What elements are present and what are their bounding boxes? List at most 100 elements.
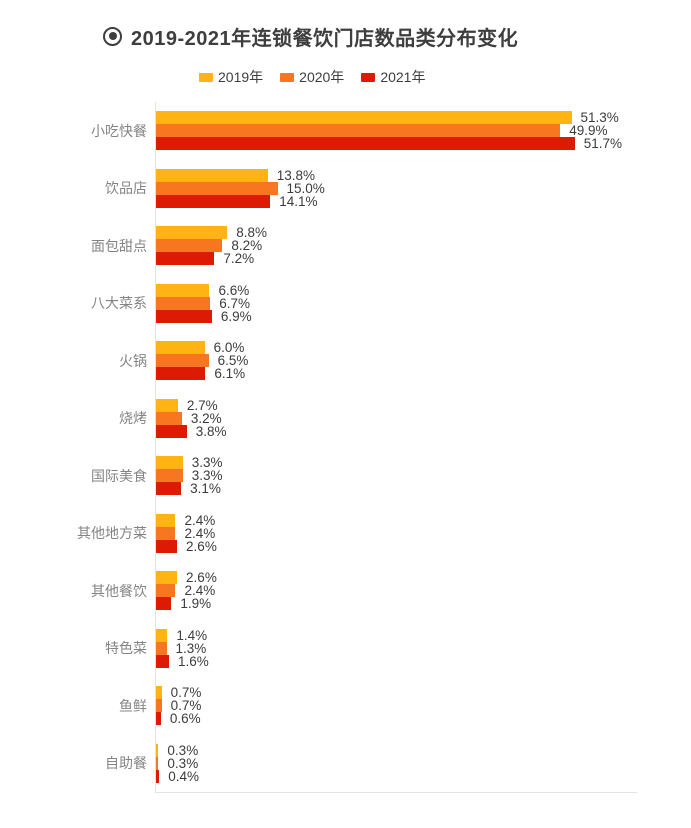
bar-line: 2.6% xyxy=(156,540,637,553)
bar-line: 51.7% xyxy=(156,136,637,152)
category-label: 小吃快餐 xyxy=(91,122,147,139)
bar-2019年 xyxy=(156,743,159,757)
bar-2020年 xyxy=(156,641,167,655)
value-label: 6.6% xyxy=(218,282,250,298)
bar-2021年 xyxy=(156,309,212,323)
legend-item-2020年: 2020年 xyxy=(280,67,344,87)
bar-line: 0.3% xyxy=(156,757,637,770)
category-label: 火锅 xyxy=(119,352,147,369)
value-label: 8.2% xyxy=(231,238,263,254)
value-label: 0.3% xyxy=(167,755,199,771)
value-label: 49.9% xyxy=(569,123,608,139)
value-label: 51.3% xyxy=(580,110,619,126)
value-label: 3.8% xyxy=(195,423,227,439)
bar-2020年 xyxy=(156,526,176,540)
category-label: 其他餐饮 xyxy=(91,582,147,599)
bar-group: 自助餐 0.3% 0.3% 0.4% xyxy=(105,735,637,793)
bar-2021年 xyxy=(156,137,575,151)
value-label: 1.9% xyxy=(180,596,212,612)
value-label: 7.2% xyxy=(223,251,255,267)
bar-group: 其他餐饮 2.6% 2.4% 1.9% xyxy=(91,562,637,620)
bar-2020年 xyxy=(156,699,162,713)
bar-line: 8.2% xyxy=(156,238,637,254)
bar-2019年 xyxy=(156,456,183,470)
chart-legend: 2019年 2020年 2021年 xyxy=(199,68,691,86)
bar-line: 1.4% xyxy=(156,629,637,642)
value-label: 6.7% xyxy=(219,295,251,311)
bar-line: 2.6% xyxy=(156,570,637,586)
bar-2021年 xyxy=(156,482,182,496)
bar-2019年 xyxy=(156,686,162,700)
value-label: 8.8% xyxy=(236,225,268,241)
bar-line: 0.7% xyxy=(156,686,637,700)
value-label: 2.6% xyxy=(186,570,217,586)
value-label: 2.7% xyxy=(186,397,218,413)
bar-line: 1.9% xyxy=(156,596,637,612)
value-label: 0.7% xyxy=(170,698,202,714)
value-label: 15.0% xyxy=(286,180,325,196)
legend-label: 2019年 xyxy=(218,69,264,85)
value-label: 6.5% xyxy=(217,353,249,369)
bar-2021年 xyxy=(156,194,271,208)
bullseye-icon xyxy=(103,26,122,46)
bar-2021年 xyxy=(156,424,187,438)
bar-line: 8.8% xyxy=(156,225,637,241)
category-label: 特色菜 xyxy=(105,640,147,657)
bar-line: 49.9% xyxy=(156,123,637,139)
value-label: 13.8% xyxy=(276,167,316,183)
value-label: 1.3% xyxy=(175,640,207,656)
bar-group: 小吃快餐 51.3% 49.9% 51.7% xyxy=(91,102,637,160)
bar-line: 3.1% xyxy=(156,482,637,496)
bar-2020年 xyxy=(156,411,182,425)
bar-2021年 xyxy=(156,712,161,726)
value-label: 6.0% xyxy=(213,340,245,356)
bar-line: 3.3% xyxy=(156,456,637,470)
bar-group: 国际美食 3.3% 3.3% 3.1% xyxy=(91,447,637,505)
legend-swatch-icon xyxy=(361,72,376,82)
category-label: 烧烤 xyxy=(119,410,147,427)
bar-2021年 xyxy=(156,769,160,783)
bar-line: 3.3% xyxy=(156,468,637,484)
bar-line: 2.4% xyxy=(156,527,637,540)
bar-2020年 xyxy=(156,239,223,253)
bar-2021年 xyxy=(156,367,206,381)
bar-line: 6.9% xyxy=(156,310,637,323)
legend-item-2019年: 2019年 xyxy=(199,67,263,87)
bar-group: 鱼鲜 0.7% 0.7% 0.6% xyxy=(119,677,637,735)
plot: 小吃快餐 51.3% 49.9% 51.7% 饮品店 13.8% 15.0% 14.1% 面包甜… xyxy=(77,102,637,793)
bar-line: 14.1% xyxy=(156,195,637,208)
bar-2020年 xyxy=(156,296,211,310)
value-label: 1.6% xyxy=(177,653,209,669)
bar-line: 1.6% xyxy=(156,655,637,668)
bar-line: 0.3% xyxy=(156,744,637,757)
bar-2021年 xyxy=(156,654,169,668)
bar-group: 面包甜点 8.8% 8.2% 7.2% xyxy=(91,217,637,275)
value-label: 6.1% xyxy=(214,366,246,382)
bar-2019年 xyxy=(156,341,205,355)
infographic-page: 2019-2021年连锁餐饮门店数品类分布变化 2019年 2020年 2021年 … xyxy=(0,24,691,828)
bar-line: 6.5% xyxy=(156,353,637,369)
bar-line: 2.4% xyxy=(156,584,637,598)
bar-line: 0.4% xyxy=(156,770,637,783)
bar-group: 其他地方菜 2.4% 2.4% 2.6% xyxy=(77,505,637,563)
value-label: 3.3% xyxy=(191,468,223,484)
bar-2021年 xyxy=(156,252,215,266)
bar-2019年 xyxy=(156,398,178,412)
chart-header: 2019-2021年连锁餐饮门店数品类分布变化 xyxy=(103,24,691,50)
value-label: 51.7% xyxy=(583,136,623,152)
bar-line: 6.6% xyxy=(156,284,637,297)
bar-line: 2.7% xyxy=(156,399,637,412)
value-label: 1.4% xyxy=(176,627,208,643)
legend-label: 2020年 xyxy=(299,69,345,85)
legend-swatch-icon xyxy=(199,72,213,82)
bar-2020年 xyxy=(156,584,176,598)
bar-2020年 xyxy=(156,354,209,368)
bar-2020年 xyxy=(156,469,183,483)
category-label: 自助餐 xyxy=(105,755,147,772)
bar-2019年 xyxy=(156,628,168,642)
bar-group: 八大菜系 6.6% 6.7% 6.9% xyxy=(91,275,637,333)
category-label: 八大菜系 xyxy=(91,295,147,312)
bar-line: 13.8% xyxy=(156,169,637,182)
category-label: 国际美食 xyxy=(91,467,147,484)
legend-swatch-icon xyxy=(280,72,295,82)
